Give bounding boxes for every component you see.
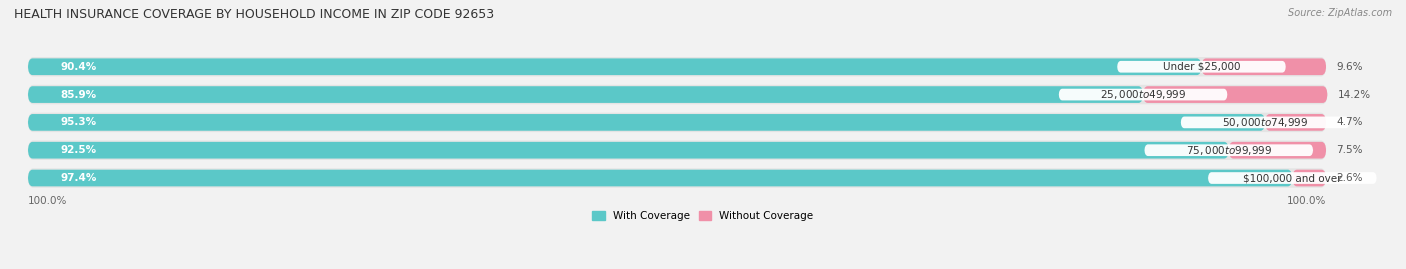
FancyBboxPatch shape <box>1265 114 1326 131</box>
Text: 97.4%: 97.4% <box>60 173 97 183</box>
Text: 90.4%: 90.4% <box>60 62 97 72</box>
FancyBboxPatch shape <box>28 85 1327 104</box>
Text: 4.7%: 4.7% <box>1337 117 1362 128</box>
Text: Under $25,000: Under $25,000 <box>1163 62 1240 72</box>
FancyBboxPatch shape <box>1059 89 1227 100</box>
Text: 85.9%: 85.9% <box>60 90 97 100</box>
FancyBboxPatch shape <box>1118 61 1286 73</box>
FancyBboxPatch shape <box>28 113 1326 132</box>
Text: 7.5%: 7.5% <box>1337 145 1362 155</box>
Text: $50,000 to $74,999: $50,000 to $74,999 <box>1222 116 1308 129</box>
FancyBboxPatch shape <box>28 86 1143 103</box>
Text: Source: ZipAtlas.com: Source: ZipAtlas.com <box>1288 8 1392 18</box>
FancyBboxPatch shape <box>28 57 1326 76</box>
Text: $75,000 to $99,999: $75,000 to $99,999 <box>1185 144 1272 157</box>
Text: 9.6%: 9.6% <box>1337 62 1362 72</box>
Text: HEALTH INSURANCE COVERAGE BY HOUSEHOLD INCOME IN ZIP CODE 92653: HEALTH INSURANCE COVERAGE BY HOUSEHOLD I… <box>14 8 494 21</box>
FancyBboxPatch shape <box>28 168 1326 188</box>
FancyBboxPatch shape <box>1229 142 1326 158</box>
Text: 100.0%: 100.0% <box>28 196 67 206</box>
Text: 100.0%: 100.0% <box>1286 196 1326 206</box>
FancyBboxPatch shape <box>28 114 1265 131</box>
FancyBboxPatch shape <box>1292 170 1326 186</box>
FancyBboxPatch shape <box>1202 58 1326 75</box>
FancyBboxPatch shape <box>28 170 1292 186</box>
Text: $25,000 to $49,999: $25,000 to $49,999 <box>1099 88 1187 101</box>
FancyBboxPatch shape <box>1208 172 1376 184</box>
Text: 95.3%: 95.3% <box>60 117 97 128</box>
Text: $100,000 and over: $100,000 and over <box>1243 173 1341 183</box>
FancyBboxPatch shape <box>1144 144 1313 156</box>
FancyBboxPatch shape <box>1181 116 1350 128</box>
FancyBboxPatch shape <box>28 58 1202 75</box>
Text: 2.6%: 2.6% <box>1337 173 1362 183</box>
FancyBboxPatch shape <box>28 142 1229 158</box>
Legend: With Coverage, Without Coverage: With Coverage, Without Coverage <box>588 207 818 225</box>
Text: 14.2%: 14.2% <box>1337 90 1371 100</box>
FancyBboxPatch shape <box>28 140 1326 160</box>
Text: 92.5%: 92.5% <box>60 145 97 155</box>
FancyBboxPatch shape <box>1143 86 1327 103</box>
